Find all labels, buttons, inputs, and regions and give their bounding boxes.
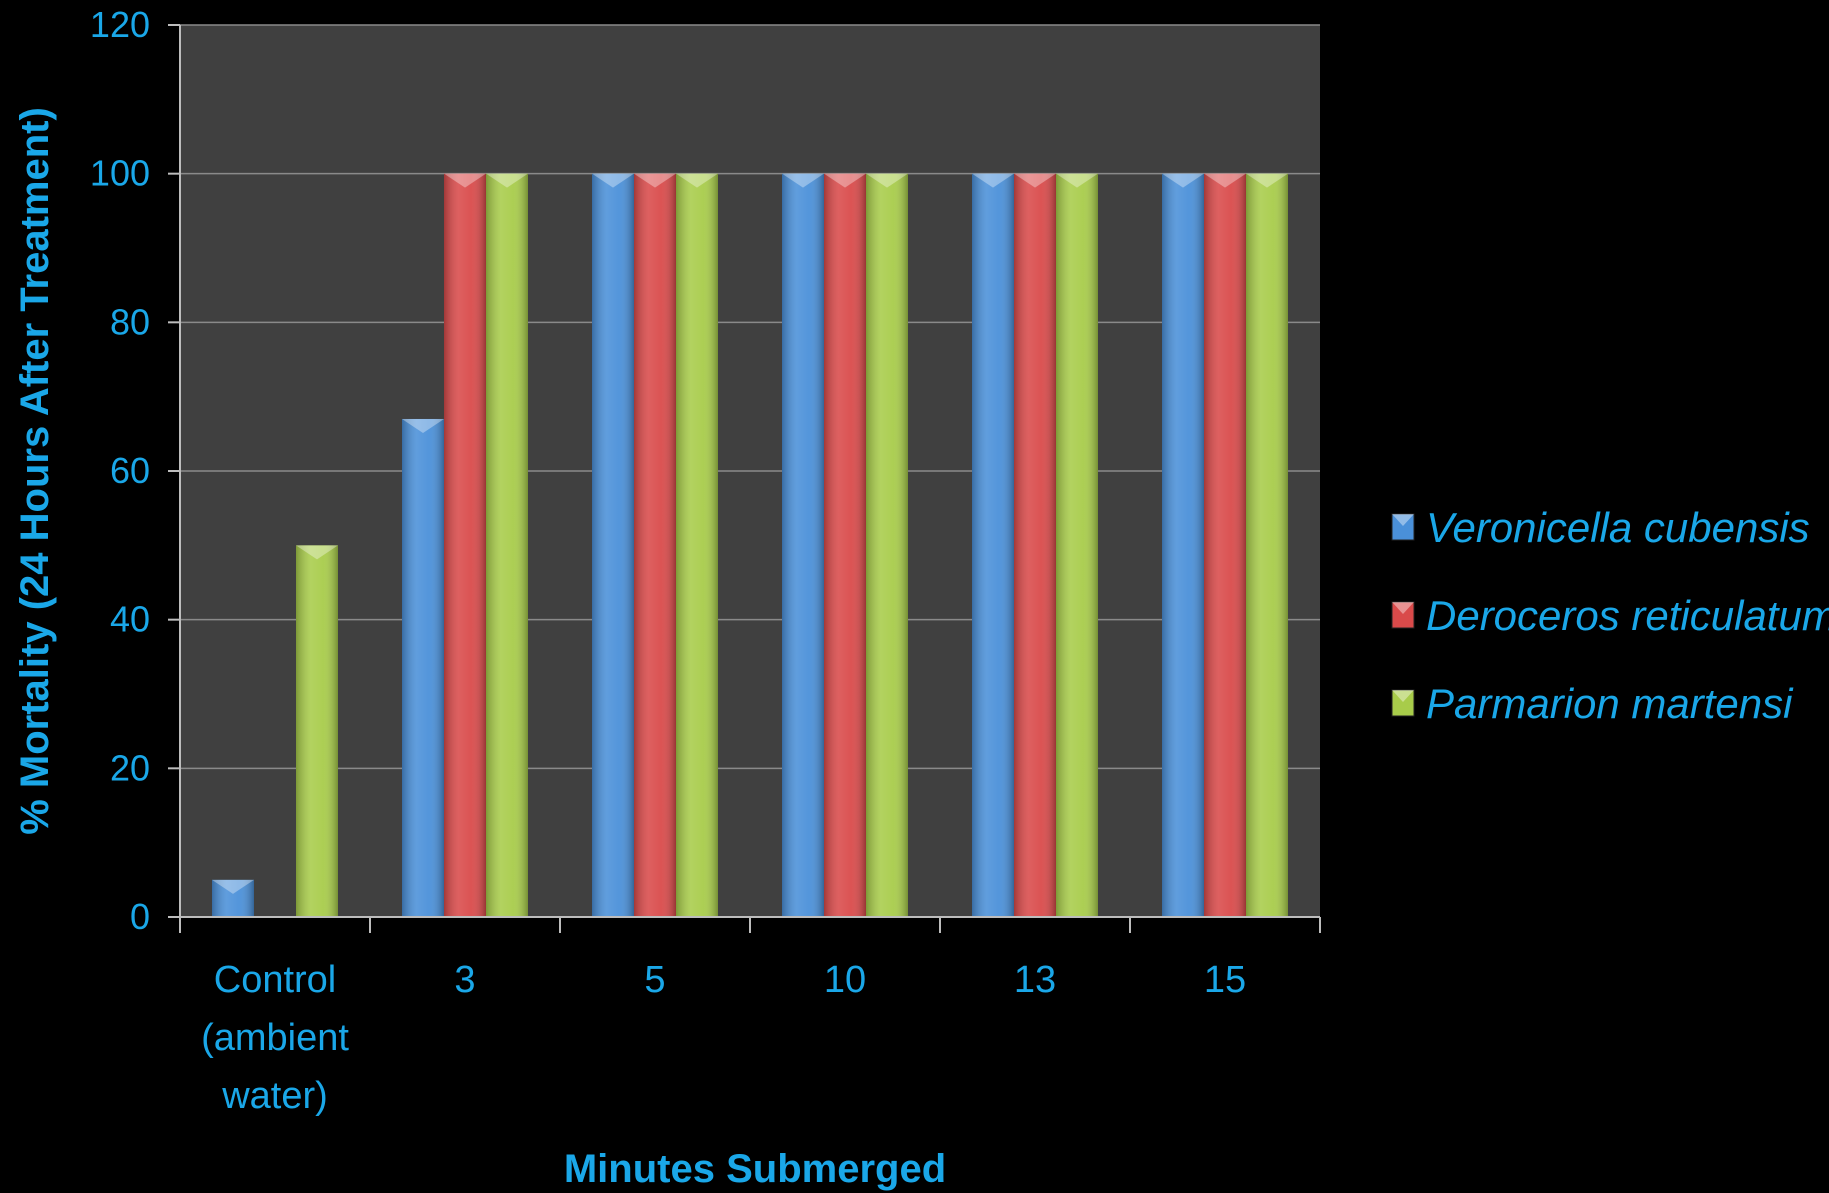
y-tick-labels: 0 20 40 60 80 100 120 <box>90 4 150 937</box>
bar <box>972 173 1014 917</box>
bar-cap <box>486 173 528 188</box>
legend-swatch-cap <box>1392 690 1414 702</box>
x-tick-labels: Control (ambient water) 3 5 10 13 15 <box>201 959 1246 1117</box>
bar-shading <box>1056 173 1098 917</box>
legend-swatch <box>1391 689 1415 717</box>
bar <box>486 173 528 917</box>
y-tick-label: 100 <box>90 153 150 194</box>
bar <box>676 173 718 917</box>
bar-shading <box>592 173 634 917</box>
bar <box>1162 173 1204 917</box>
bar-shading <box>296 545 338 917</box>
bar-cap <box>212 879 254 894</box>
y-axis-title: % Mortality (24 Hours After Treatment) <box>13 107 57 835</box>
y-tick-label: 20 <box>110 747 150 788</box>
legend-swatch <box>1391 601 1415 629</box>
y-tick-label: 120 <box>90 4 150 45</box>
bar <box>782 173 824 917</box>
y-tick-label: 60 <box>110 450 150 491</box>
legend-item: Parmarion martensi <box>1391 680 1794 727</box>
bars <box>212 173 1288 917</box>
bar-shading <box>972 173 1014 917</box>
bar <box>212 879 254 917</box>
bar-shading <box>824 173 866 917</box>
bar-cap <box>634 173 676 188</box>
bar-cap <box>444 173 486 188</box>
bar-shading <box>1204 173 1246 917</box>
bar-shading <box>402 418 444 917</box>
bar-cap <box>972 173 1014 188</box>
bar-cap <box>782 173 824 188</box>
bar-cap <box>1246 173 1288 188</box>
bar-cap <box>592 173 634 188</box>
bar-shading <box>866 173 908 917</box>
bar-cap <box>1162 173 1204 188</box>
y-tick-label: 0 <box>130 896 150 937</box>
x-tick-label: 13 <box>1014 959 1056 1001</box>
bar-shading <box>212 879 254 917</box>
bar-shading <box>1014 173 1056 917</box>
x-tick-label: 10 <box>824 959 866 1001</box>
legend-label: Deroceros reticulatum <box>1426 592 1829 639</box>
bar-shading <box>782 173 824 917</box>
bar <box>1014 173 1056 917</box>
bar-cap <box>1204 173 1246 188</box>
bar <box>402 418 444 917</box>
bar <box>866 173 908 917</box>
x-tick-label: 3 <box>454 959 475 1001</box>
x-tick-label: Control <box>214 959 337 1001</box>
legend-swatch-cap <box>1392 602 1414 614</box>
x-axis-title: Minutes Submerged <box>564 1147 946 1191</box>
axes <box>179 25 1321 933</box>
legend: Veronicella cubensis Deroceros reticulatu… <box>1391 504 1829 727</box>
legend-label: Parmarion martensi <box>1426 680 1794 727</box>
bar-cap <box>402 418 444 433</box>
x-tick-label: 15 <box>1204 959 1246 1001</box>
bar-shading <box>634 173 676 917</box>
x-tick-label: (ambient <box>201 1017 349 1059</box>
bar-cap <box>1056 173 1098 188</box>
bar-cap <box>824 173 866 188</box>
bar-shading <box>486 173 528 917</box>
legend-label: Veronicella cubensis <box>1426 504 1810 551</box>
bar-cap <box>866 173 908 188</box>
bar <box>1204 173 1246 917</box>
bar <box>296 545 338 917</box>
legend-swatch <box>1391 513 1415 541</box>
x-tick-label: 5 <box>644 959 665 1001</box>
bar-cap <box>1014 173 1056 188</box>
bar-cap <box>296 545 338 560</box>
bar-cap <box>676 173 718 188</box>
bar <box>444 173 486 917</box>
bar <box>592 173 634 917</box>
x-tick-label: water) <box>221 1075 328 1117</box>
bar-shading <box>444 173 486 917</box>
bar-shading <box>1246 173 1288 917</box>
legend-item: Veronicella cubensis <box>1391 504 1810 551</box>
bar <box>634 173 676 917</box>
bar-shading <box>1162 173 1204 917</box>
legend-item: Deroceros reticulatum <box>1391 592 1829 639</box>
bar-shading <box>676 173 718 917</box>
gridlines <box>168 24 1320 918</box>
y-tick-label: 80 <box>110 301 150 342</box>
legend-swatch-cap <box>1392 514 1414 526</box>
bar <box>824 173 866 917</box>
bar <box>1056 173 1098 917</box>
y-tick-label: 40 <box>110 599 150 640</box>
bar <box>1246 173 1288 917</box>
